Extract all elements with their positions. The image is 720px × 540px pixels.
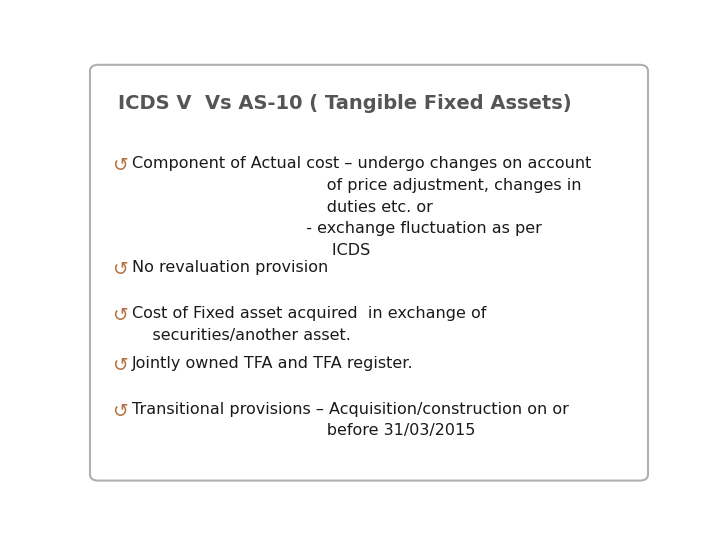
Text: Component of Actual cost – undergo changes on account: Component of Actual cost – undergo chang…	[132, 156, 591, 171]
Text: Transitional provisions – Acquisition/construction on or: Transitional provisions – Acquisition/co…	[132, 402, 569, 416]
Text: before 31/03/2015: before 31/03/2015	[132, 423, 475, 438]
Text: ICDS: ICDS	[132, 243, 370, 258]
Text: securities/another asset.: securities/another asset.	[132, 328, 351, 342]
Text: ↺: ↺	[112, 260, 128, 279]
Text: ICDS V  Vs AS-10 ( Tangible Fixed Assets): ICDS V Vs AS-10 ( Tangible Fixed Assets)	[118, 94, 572, 113]
Text: of price adjustment, changes in: of price adjustment, changes in	[132, 178, 581, 193]
Text: ↺: ↺	[112, 356, 128, 375]
Text: No revaluation provision: No revaluation provision	[132, 260, 328, 275]
FancyBboxPatch shape	[90, 65, 648, 481]
Text: ↺: ↺	[112, 402, 128, 421]
Text: ↺: ↺	[112, 156, 128, 176]
Text: - exchange fluctuation as per: - exchange fluctuation as per	[132, 221, 541, 236]
Text: ↺: ↺	[112, 306, 128, 325]
Text: Jointly owned TFA and TFA register.: Jointly owned TFA and TFA register.	[132, 356, 413, 371]
Text: Cost of Fixed asset acquired  in exchange of: Cost of Fixed asset acquired in exchange…	[132, 306, 486, 321]
Text: duties etc. or: duties etc. or	[132, 199, 433, 214]
